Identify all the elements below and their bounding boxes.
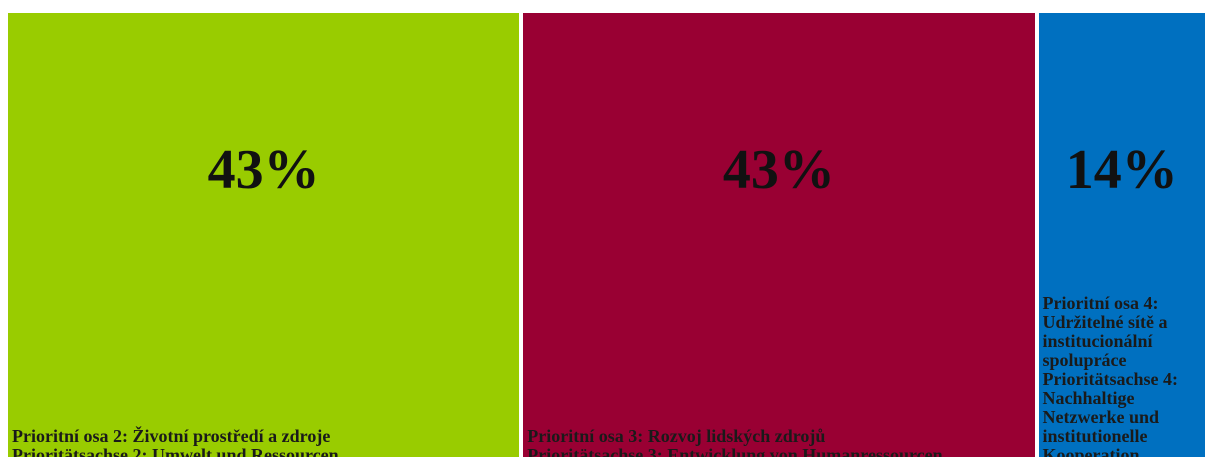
value-label: 43% — [207, 139, 320, 201]
category-label: Prioritní osa 4: Udržitelné sítě a insti… — [1042, 293, 1178, 457]
treemap-cell: 14% Prioritní osa 4: Udržitelné sítě a in… — [1038, 13, 1205, 457]
value-label: 43% — [722, 139, 835, 201]
value-label: 14% — [1065, 139, 1178, 201]
category-label: Prioritní osa 2: Životní prostředí a zdr… — [12, 426, 339, 457]
treemap-cell: 43% Prioritní osa 3: Rozvoj lidských zdro… — [523, 13, 1035, 457]
treemap-cell: 43% Prioritní osa 2: Životní prostředí a … — [8, 13, 520, 457]
category-label: Prioritní osa 3: Rozvoj lidských zdrojů … — [527, 426, 943, 457]
